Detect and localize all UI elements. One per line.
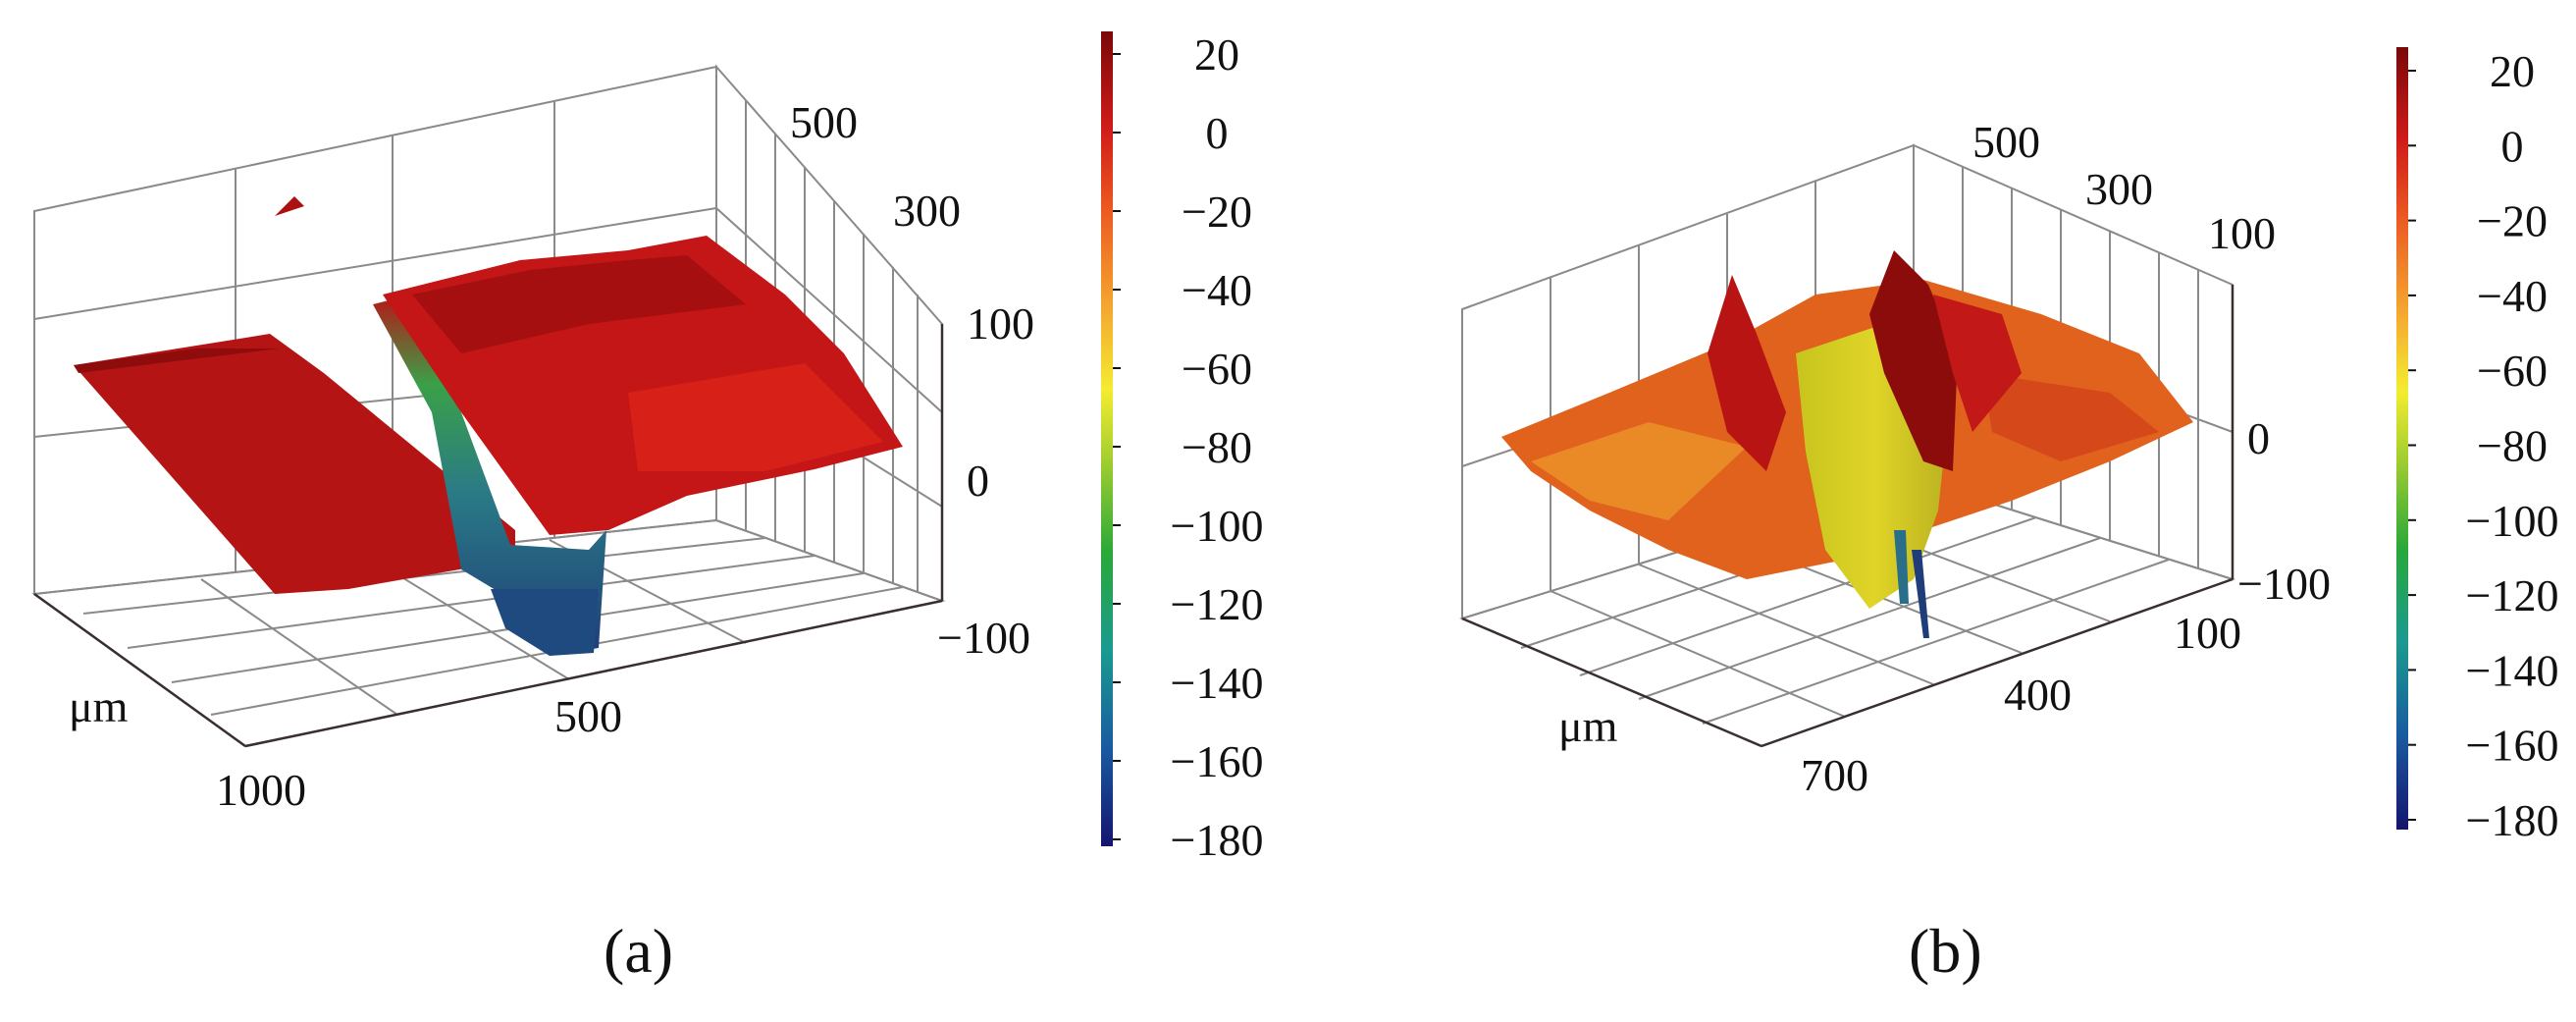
panel-a-z-tick-2: −100 [937, 613, 1030, 663]
colorbar-tick-label: −60 [2477, 346, 2548, 396]
colorbar-tick-label: −140 [1171, 658, 1264, 708]
panel-a-colorbar-bar [1101, 31, 1113, 846]
colorbar-tick-label: −160 [2466, 721, 2559, 771]
colorbar-tick-label: −40 [2477, 271, 2548, 321]
colorbar-tick-label: −20 [1182, 187, 1252, 237]
panel-b-label: (b) [1909, 916, 1982, 986]
panel-a-z-tick-1: 0 [967, 456, 989, 506]
colorbar-tick-label: −120 [2466, 570, 2559, 620]
colorbar-tick-label: −120 [1171, 579, 1264, 629]
panel-b-unit-label: μm [1558, 701, 1618, 751]
colorbar-tick-label: −60 [1182, 344, 1252, 394]
panel-b-axes [1461, 285, 2234, 748]
panel-a-axes [33, 324, 944, 748]
colorbar-tick-label: −160 [1171, 736, 1264, 786]
panel-b-x-tick-2: 100 [2174, 608, 2241, 658]
colorbar-tick-label: −80 [1182, 422, 1252, 472]
colorbar-tick-label: −180 [1171, 815, 1264, 865]
panel-a-y-tick-1: 300 [893, 186, 961, 236]
colorbar-tick-label: −80 [2477, 421, 2548, 471]
panel-b-spike [1912, 550, 1929, 638]
colorbar-tick-label: 0 [2501, 121, 2524, 171]
panel-a-colorbar: 20 0 −20 −40 −60 −80 −100 −120 −140 −160 −180 [1101, 29, 1263, 865]
colorbar-tick-label: −40 [1182, 265, 1252, 315]
colorbar-tick-label: −100 [2466, 496, 2559, 546]
panel-a-x-tick-1: 500 [554, 691, 622, 741]
panel-b-z-tick-0: 0 [2247, 413, 2270, 463]
panel-a-trench [373, 295, 606, 656]
colorbar-tick-label: 20 [2490, 46, 2535, 96]
panel-a: 500 300 100 0 −100 1000 500 μm 20 0 −20 −40… [31, 29, 1263, 986]
panel-a-z-tick-0: 100 [967, 298, 1034, 349]
panel-b-y-tick-0: 500 [1972, 117, 2040, 167]
panel-a-surface [74, 196, 903, 656]
panel-b-x-tick-1: 400 [2004, 670, 2072, 720]
panel-a-unit-label: μm [69, 681, 129, 731]
panel-a-x-tick-0: 1000 [216, 765, 306, 815]
colorbar-tick-label: 20 [1194, 29, 1239, 80]
colorbar-tick-label: 0 [1206, 108, 1229, 158]
panel-b-surface [1501, 250, 2193, 638]
colorbar-tick-label: −100 [1171, 501, 1264, 551]
colorbar-tick-label: −20 [2477, 196, 2548, 246]
panel-b-y-tick-2: 100 [2208, 208, 2276, 258]
panel-b-peak-left [1708, 275, 1786, 471]
panel-b-x-tick-0: 700 [1801, 750, 1868, 800]
panel-b-peak-right [1869, 250, 1958, 471]
panel-b-colorbar-bar [2396, 47, 2408, 830]
panel-b: 500 300 100 0 −100 700 400 100 μm 20 0 −20… [1459, 46, 2558, 986]
panel-a-y-tick-0: 500 [790, 97, 858, 147]
panel-b-y-tick-1: 300 [2085, 164, 2153, 214]
panel-b-colorbar: 20 0 −20 −40 −60 −80 −100 −120 −140 −160 −180 [2396, 46, 2558, 845]
panel-a-left-plateau [74, 334, 515, 594]
colorbar-tick-label: −180 [2466, 795, 2559, 845]
panel-a-label: (a) [604, 916, 673, 986]
panel-b-z-tick-1: −100 [2237, 559, 2331, 609]
colorbar-tick-label: −140 [2466, 645, 2559, 695]
